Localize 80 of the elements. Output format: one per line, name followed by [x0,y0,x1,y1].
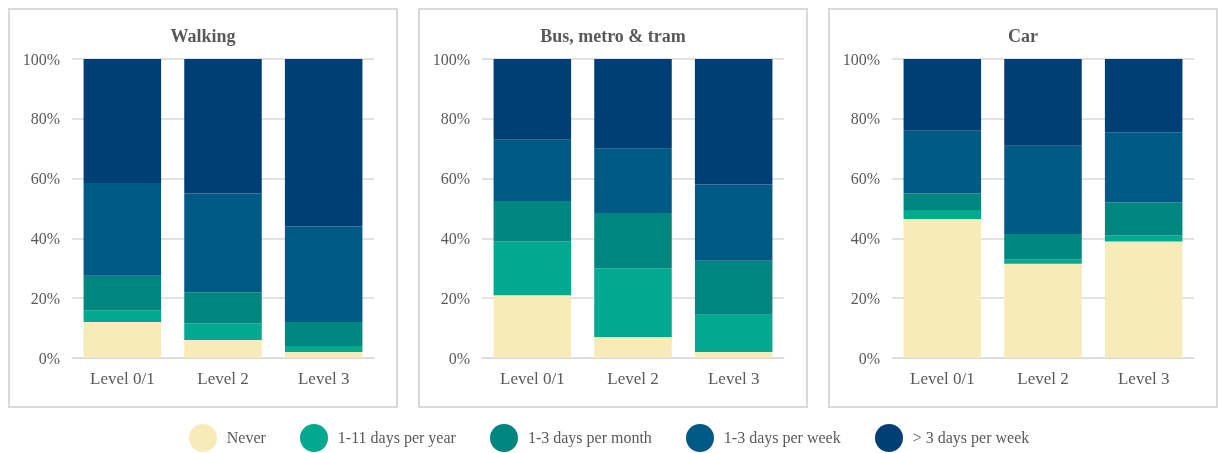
legend-label: Never [226,429,266,447]
bar [493,59,572,140]
bar [594,268,672,338]
bar [903,210,982,219]
bar [83,310,162,323]
y-tick-label: 100% [842,50,880,68]
y-tick-label: 80% [440,110,470,128]
y-tick-label: 40% [30,229,60,247]
bar [1004,233,1082,260]
bar [594,59,672,149]
y-tick-label: 20% [30,289,60,307]
bar [594,337,672,358]
chart-title: Walking [170,26,236,46]
bar [594,148,672,213]
x-tick-label: Level 0/1 [910,369,975,388]
bar [284,346,363,353]
y-tick-label: 80% [850,110,880,128]
bar [493,139,572,202]
x-tick-label: Level 2 [1017,369,1069,388]
bar [1104,235,1183,242]
chart-title: Car [1008,26,1038,46]
y-tick-label: 60% [850,170,880,188]
bar [184,292,262,324]
y-tick-label: 80% [30,110,60,128]
x-tick-label: Level 2 [197,369,249,388]
bar [694,184,773,261]
x-tick-label: Level 3 [1117,369,1170,388]
bar [903,130,982,194]
bar [284,352,363,358]
bar [83,275,162,311]
y-tick-label: 100% [22,50,60,68]
y-tick-label: 60% [30,170,60,188]
legend-label: 1-11 days per year [337,429,456,447]
bar [284,322,363,347]
bar [903,59,982,131]
bar [184,193,262,293]
bar [83,322,162,358]
y-tick-label: 60% [440,170,470,188]
bar [694,59,773,185]
bar [284,59,363,227]
legend-label: > 3 days per week [912,429,1030,447]
y-tick-label: 0% [858,349,880,367]
bar [184,340,262,358]
y-tick-label: 20% [850,289,880,307]
bar [594,212,672,269]
bar [1104,132,1183,203]
bar [184,59,262,194]
bar [1004,59,1082,146]
bar [493,241,572,296]
x-tick-label: Level 2 [607,369,659,388]
y-tick-label: 0% [38,349,60,367]
bar [903,193,982,210]
chart-title: Bus, metro & tram [540,26,686,46]
bar [493,295,572,358]
y-tick-label: 40% [440,229,470,247]
bar [903,218,982,358]
bar [694,352,773,358]
bar [1004,263,1082,358]
bar [1004,145,1082,234]
y-tick-label: 100% [432,50,470,68]
bar [83,59,162,184]
y-tick-label: 20% [440,289,470,307]
bar [1104,241,1183,358]
bar [1104,59,1183,133]
y-tick-label: 0% [448,349,470,367]
bar [83,183,162,276]
bar [694,260,773,315]
legend-label: 1-3 days per week [723,429,841,447]
bar [694,314,773,353]
bar [284,226,363,323]
bar [1004,259,1082,264]
x-tick-label: Level 0/1 [500,369,565,388]
x-tick-label: Level 3 [297,369,350,388]
bar [1104,202,1183,236]
x-tick-label: Level 3 [707,369,760,388]
bar [493,201,572,242]
legend-label: 1-3 days per month [527,429,652,447]
y-tick-label: 40% [850,229,880,247]
x-tick-label: Level 0/1 [90,369,155,388]
bar [184,323,262,341]
